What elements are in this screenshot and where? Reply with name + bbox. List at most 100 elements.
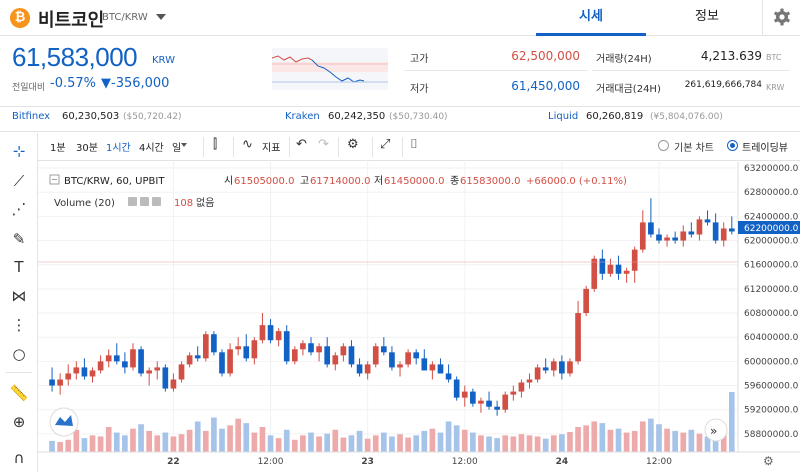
- coin-name[interactable]: 비트코인: [38, 10, 105, 31]
- indicator-icon[interactable]: ∿: [242, 137, 253, 152]
- gear-icon[interactable]: ⚙: [763, 454, 774, 468]
- low-value: 61,450,000: [511, 79, 580, 93]
- double-chevron-right-icon: »: [710, 424, 717, 438]
- exchange-name[interactable]: Liquid: [548, 111, 579, 122]
- divider: [404, 70, 588, 71]
- volume-bar: [470, 432, 476, 452]
- timeframe-4h[interactable]: 4시간: [139, 143, 164, 154]
- exchange-name[interactable]: Kraken: [285, 111, 320, 122]
- y-tick-label: 61600000.0: [744, 261, 799, 271]
- pattern-icon[interactable]: ⋈: [11, 287, 27, 305]
- settings-button[interactable]: [762, 0, 800, 36]
- prediction-icon[interactable]: ⋮: [11, 316, 27, 334]
- volume-bar: [502, 435, 509, 452]
- candle-body: [518, 382, 525, 392]
- fibonacci-icon[interactable]: ⋰: [11, 200, 27, 218]
- basic-chart-label[interactable]: 기본 차트: [674, 143, 714, 154]
- volume-bar: [672, 430, 678, 452]
- y-tick-label: 62000000.0: [744, 237, 799, 247]
- timeframe-1h[interactable]: 1시간: [106, 143, 131, 154]
- candle-body: [583, 288, 589, 314]
- candle-body: [300, 343, 306, 350]
- candle-body: [113, 355, 120, 362]
- crosshair-icon[interactable]: ⊹: [12, 142, 26, 160]
- candle-body: [656, 234, 662, 241]
- candle-body: [567, 361, 573, 374]
- timeframe-1m[interactable]: 1분: [50, 143, 66, 154]
- volume-bar: [219, 428, 225, 452]
- ruler-icon[interactable]: 📏: [9, 384, 29, 402]
- volume-unit: BTC: [766, 53, 782, 62]
- candle-body: [194, 355, 201, 359]
- candle-body: [486, 400, 492, 407]
- volume-bar: [57, 442, 63, 452]
- indicator-button[interactable]: 지표: [262, 143, 281, 154]
- current-price: 61,583,000: [12, 42, 138, 72]
- chevron-down-icon[interactable]: [156, 14, 166, 20]
- candle-body: [623, 270, 630, 274]
- text-icon[interactable]: T: [14, 258, 24, 276]
- camera-icon[interactable]: ⌷: [410, 137, 418, 152]
- undo-icon[interactable]: ↶: [296, 137, 307, 152]
- gear-icon[interactable]: [140, 197, 149, 206]
- tab-info[interactable]: 정보: [695, 9, 719, 24]
- coin-pair: BTC/KRW: [102, 12, 148, 23]
- collapse-icon[interactable]: [49, 174, 60, 185]
- candle-body: [720, 228, 727, 241]
- exchange-name[interactable]: Bitfinex: [12, 111, 51, 122]
- candle-type-icon[interactable]: ⫿: [213, 137, 218, 152]
- brush-icon[interactable]: ✎: [12, 230, 26, 248]
- volume-legend-label[interactable]: Volume (20): [54, 198, 115, 209]
- candle-body: [550, 361, 557, 371]
- price-chart[interactable]: 63200000.0 62800000.0 62400000.0 62000000.0…: [38, 162, 800, 472]
- candle-body: [453, 379, 460, 398]
- tradingview-label[interactable]: 트레이딩뷰: [742, 143, 788, 154]
- change-label: 전일대비: [12, 83, 46, 93]
- legend-close-label: 종: [450, 175, 459, 187]
- eye-icon[interactable]: [128, 197, 137, 206]
- volume-bar: [81, 438, 88, 452]
- candle-body: [97, 361, 104, 371]
- magnet-icon[interactable]: ∩: [13, 449, 25, 467]
- candle-body: [73, 367, 80, 374]
- candle-body: [211, 334, 217, 353]
- candle-body: [534, 367, 541, 380]
- scroll-to-latest-button[interactable]: [704, 418, 728, 442]
- change-percent: -0.57%: [50, 76, 96, 91]
- amount-value: 261,619,666,784: [684, 80, 762, 90]
- shape-icon[interactable]: ○: [12, 345, 26, 363]
- trendline-icon[interactable]: ⟋: [13, 172, 25, 190]
- legend-symbol[interactable]: BTC/KRW, 60, UPBIT: [64, 176, 165, 187]
- drawing-toolbar: [0, 133, 38, 472]
- close-icon[interactable]: [152, 197, 161, 206]
- volume-bar: [235, 418, 242, 452]
- y-tick-label: 61200000.0: [744, 285, 799, 295]
- volume-bar: [291, 439, 298, 452]
- tab-market[interactable]: 시세: [536, 0, 646, 36]
- gear-icon[interactable]: ⚙: [347, 137, 359, 152]
- candle-body: [356, 364, 363, 374]
- candle-body: [186, 355, 193, 365]
- volume-bar: [372, 435, 379, 452]
- timeframe-30m[interactable]: 30분: [76, 143, 98, 154]
- candle-body: [81, 367, 88, 377]
- volume-bar: [113, 432, 120, 452]
- volume-bar: [364, 438, 371, 452]
- timeframe-day[interactable]: 일: [172, 143, 182, 154]
- basic-chart-radio[interactable]: [658, 140, 669, 151]
- candle-body: [397, 364, 403, 368]
- divider: [338, 137, 339, 157]
- volume-bar: [267, 435, 274, 452]
- chart-legend: BTC/KRW, 60, UPBIT 시 61505000.0 고 617140…: [49, 174, 627, 209]
- tradingview-radio[interactable]: [727, 140, 738, 151]
- fullscreen-icon[interactable]: ⤢: [380, 137, 391, 152]
- candle-body: [170, 379, 177, 389]
- redo-icon[interactable]: ↷: [318, 137, 329, 152]
- candle-body: [49, 379, 55, 386]
- zoom-in-icon[interactable]: ⊕: [12, 413, 26, 431]
- chevron-down-icon[interactable]: [181, 143, 187, 147]
- exchange-sub: ($50,720.42): [123, 112, 182, 122]
- candle-body: [332, 355, 339, 365]
- candle-body: [421, 358, 428, 371]
- legend-open-label: 시: [224, 175, 233, 187]
